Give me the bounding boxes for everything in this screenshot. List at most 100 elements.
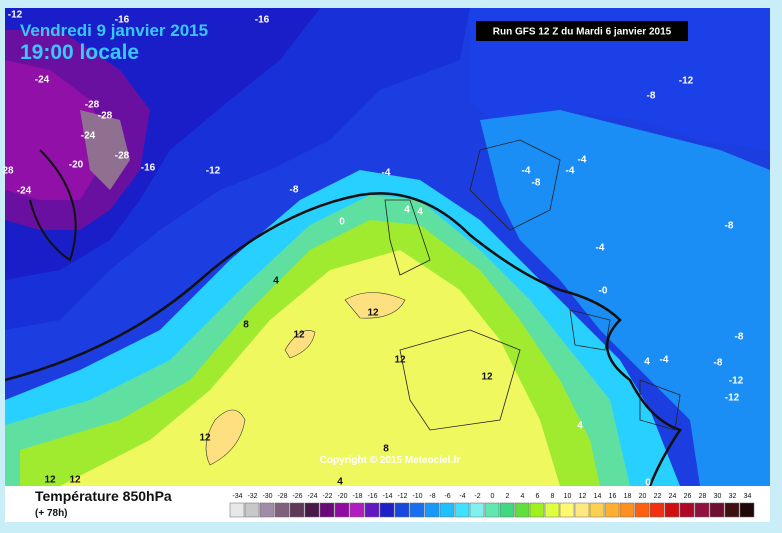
scale-label: 4 xyxy=(521,493,525,500)
scale-label: 0 xyxy=(491,493,495,500)
color-swatch xyxy=(334,502,350,518)
scale-label: 10 xyxy=(564,493,572,500)
scale-label: -18 xyxy=(352,493,362,500)
color-swatch xyxy=(424,502,440,518)
scale-label: -16 xyxy=(367,493,377,500)
contour-label: 12 xyxy=(293,330,305,341)
color-swatch xyxy=(379,502,395,518)
scale-label: -32 xyxy=(247,493,257,500)
scale-label: -12 xyxy=(397,493,407,500)
scale-label: -10 xyxy=(412,493,422,500)
scale-label: -22 xyxy=(322,493,332,500)
run-box xyxy=(476,21,688,41)
color-swatch xyxy=(289,502,305,518)
scale-label: -30 xyxy=(262,493,272,500)
contour-label: -8 xyxy=(647,91,656,102)
contour-label: 28 xyxy=(2,166,14,177)
contour-label: -16 xyxy=(141,163,156,174)
contour-label: -16 xyxy=(115,15,130,26)
contour-label: -12 xyxy=(206,166,221,177)
contour-label: -28 xyxy=(98,111,113,122)
color-swatch xyxy=(484,502,500,518)
contour-label: -4 xyxy=(566,166,575,177)
scale-label: -8 xyxy=(429,493,435,500)
contour-label: -12 xyxy=(679,76,694,87)
scale-label: -6 xyxy=(444,493,450,500)
contour-label: 12 xyxy=(199,433,211,444)
scale-label: -14 xyxy=(382,493,392,500)
legend-title: Température 850hPa xyxy=(35,488,172,504)
time: 19:00 locale xyxy=(20,41,139,64)
color-swatch xyxy=(454,502,470,518)
scale-label: 20 xyxy=(639,493,647,500)
contour-label: 12 xyxy=(481,372,493,383)
scale-label: 14 xyxy=(594,493,602,500)
scale-label: 32 xyxy=(729,493,737,500)
contour-label: -20 xyxy=(69,160,84,171)
contour-label: 4 xyxy=(273,276,279,287)
scale-label: -28 xyxy=(277,493,287,500)
color-swatch xyxy=(319,502,335,518)
color-swatch xyxy=(409,502,425,518)
contour-label: 8 xyxy=(243,320,249,331)
color-swatch xyxy=(514,502,530,518)
run: Run GFS 12 Z du Mardi 6 janvier 2015 xyxy=(493,27,672,38)
scale-label: 26 xyxy=(684,493,692,500)
contour-label: -28 xyxy=(85,100,100,111)
copyright: Copyright © 2015 Meteociel.fr xyxy=(320,455,461,466)
contour-label: -24 xyxy=(35,75,50,86)
contour-label: 0 xyxy=(339,217,345,228)
color-swatch xyxy=(739,502,755,518)
scale-label: 2 xyxy=(506,493,510,500)
scale-label: -34 xyxy=(232,493,242,500)
contour-label: -8 xyxy=(725,221,734,232)
contour-label: -8 xyxy=(714,358,723,369)
scale-label: 22 xyxy=(654,493,662,500)
scale-label: -24 xyxy=(307,493,317,500)
contour-label: 4 xyxy=(417,207,423,218)
color-swatch xyxy=(574,502,590,518)
scale-label: 12 xyxy=(579,493,587,500)
scale-label: 18 xyxy=(624,493,632,500)
contour-label: -0 xyxy=(599,286,608,297)
contour-label: -16 xyxy=(255,15,270,26)
color-swatch xyxy=(244,502,260,518)
contour-label: -4 xyxy=(596,243,605,254)
contour-label: -8 xyxy=(290,185,299,196)
contour-label: -24 xyxy=(17,186,32,197)
color-swatch xyxy=(724,502,740,518)
color-scale: -34 -32 -30 -28 -26 -24 -22 -20 -18 -16 -14 -12 -10-… xyxy=(229,493,755,518)
color-swatch xyxy=(664,502,680,518)
contour-label: 4 xyxy=(337,477,343,488)
color-swatch xyxy=(649,502,665,518)
scale-label: 6 xyxy=(536,493,540,500)
contour-label: -12 xyxy=(729,376,744,387)
contour-label: -4 xyxy=(382,168,391,179)
color-swatch xyxy=(469,502,485,518)
color-swatch xyxy=(349,502,365,518)
scale-label: 30 xyxy=(714,493,722,500)
contour-label: 12 xyxy=(44,475,56,486)
scale-label: -4 xyxy=(459,493,465,500)
contour-label: -4 xyxy=(522,166,531,177)
contour-label: 4 xyxy=(404,205,410,216)
contour-label: 0 xyxy=(645,478,651,489)
scale-label: 16 xyxy=(609,493,617,500)
contour-label: 12 xyxy=(367,308,379,319)
scale-label: 28 xyxy=(699,493,707,500)
color-swatch xyxy=(274,502,290,518)
contour-label: -24 xyxy=(81,131,96,142)
scale-label: 24 xyxy=(669,493,677,500)
contour-label: -4 xyxy=(578,155,587,166)
color-swatch xyxy=(559,502,575,518)
color-swatch xyxy=(229,502,245,518)
contour-label: -12 xyxy=(725,393,740,404)
contour-label: -28 xyxy=(115,151,130,162)
color-swatch xyxy=(604,502,620,518)
color-swatch xyxy=(694,502,710,518)
color-swatch xyxy=(589,502,605,518)
contour-label: 12 xyxy=(69,475,81,486)
color-swatch xyxy=(619,502,635,518)
